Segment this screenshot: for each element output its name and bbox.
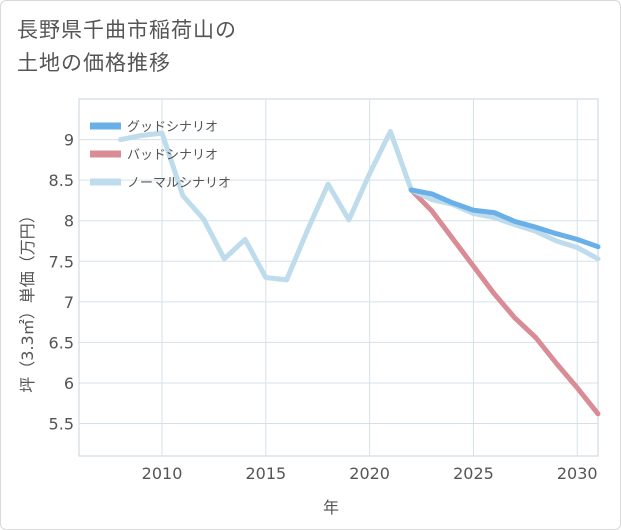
y-tick-label: 8 <box>64 212 74 231</box>
y-tick-labels: 5.5 6 6.5 7 7.5 8 8.5 9 <box>49 131 74 434</box>
y-tick-label: 9 <box>64 131 74 150</box>
series-line-0 <box>408 187 601 250</box>
y-tick-label: 7 <box>64 293 74 312</box>
y-gridlines <box>79 139 598 425</box>
x-tick-label: 2025 <box>453 464 494 483</box>
chart-title-line-2: 土地の価格推移 <box>17 51 171 75</box>
series-line-2 <box>118 129 601 283</box>
x-tick-labels: 2010 2015 2020 2025 2030 <box>142 464 598 483</box>
y-tick-label: 7.5 <box>49 252 74 271</box>
x-tick-label: 2010 <box>142 464 183 483</box>
y-tick-label: 8.5 <box>49 171 74 190</box>
legend-label-2: ノーマルシナリオ <box>127 176 231 191</box>
y-tick-label: 6.5 <box>49 333 74 352</box>
series-lines <box>118 129 601 417</box>
y-tick-label: 5.5 <box>49 415 74 434</box>
legend-label-1: バッドシナリオ <box>127 148 218 163</box>
series-line-1 <box>408 187 601 417</box>
legend-label-0: グッドシナリオ <box>127 120 218 135</box>
x-tick-label: 2015 <box>245 464 286 483</box>
chart-title: 長野県千曲市稲荷山の 土地の価格推移 <box>17 14 237 80</box>
x-axis-label: 年 <box>323 498 339 517</box>
y-tick-label: 6 <box>64 374 74 393</box>
x-tick-label: 2030 <box>557 464 598 483</box>
plot-area <box>78 98 599 457</box>
x-tick-label: 2020 <box>349 464 390 483</box>
y-axis-label: 坪（3.3㎡）単価（万円） <box>18 207 37 392</box>
chart-title-line-1: 長野県千曲市稲荷山の <box>17 18 237 42</box>
